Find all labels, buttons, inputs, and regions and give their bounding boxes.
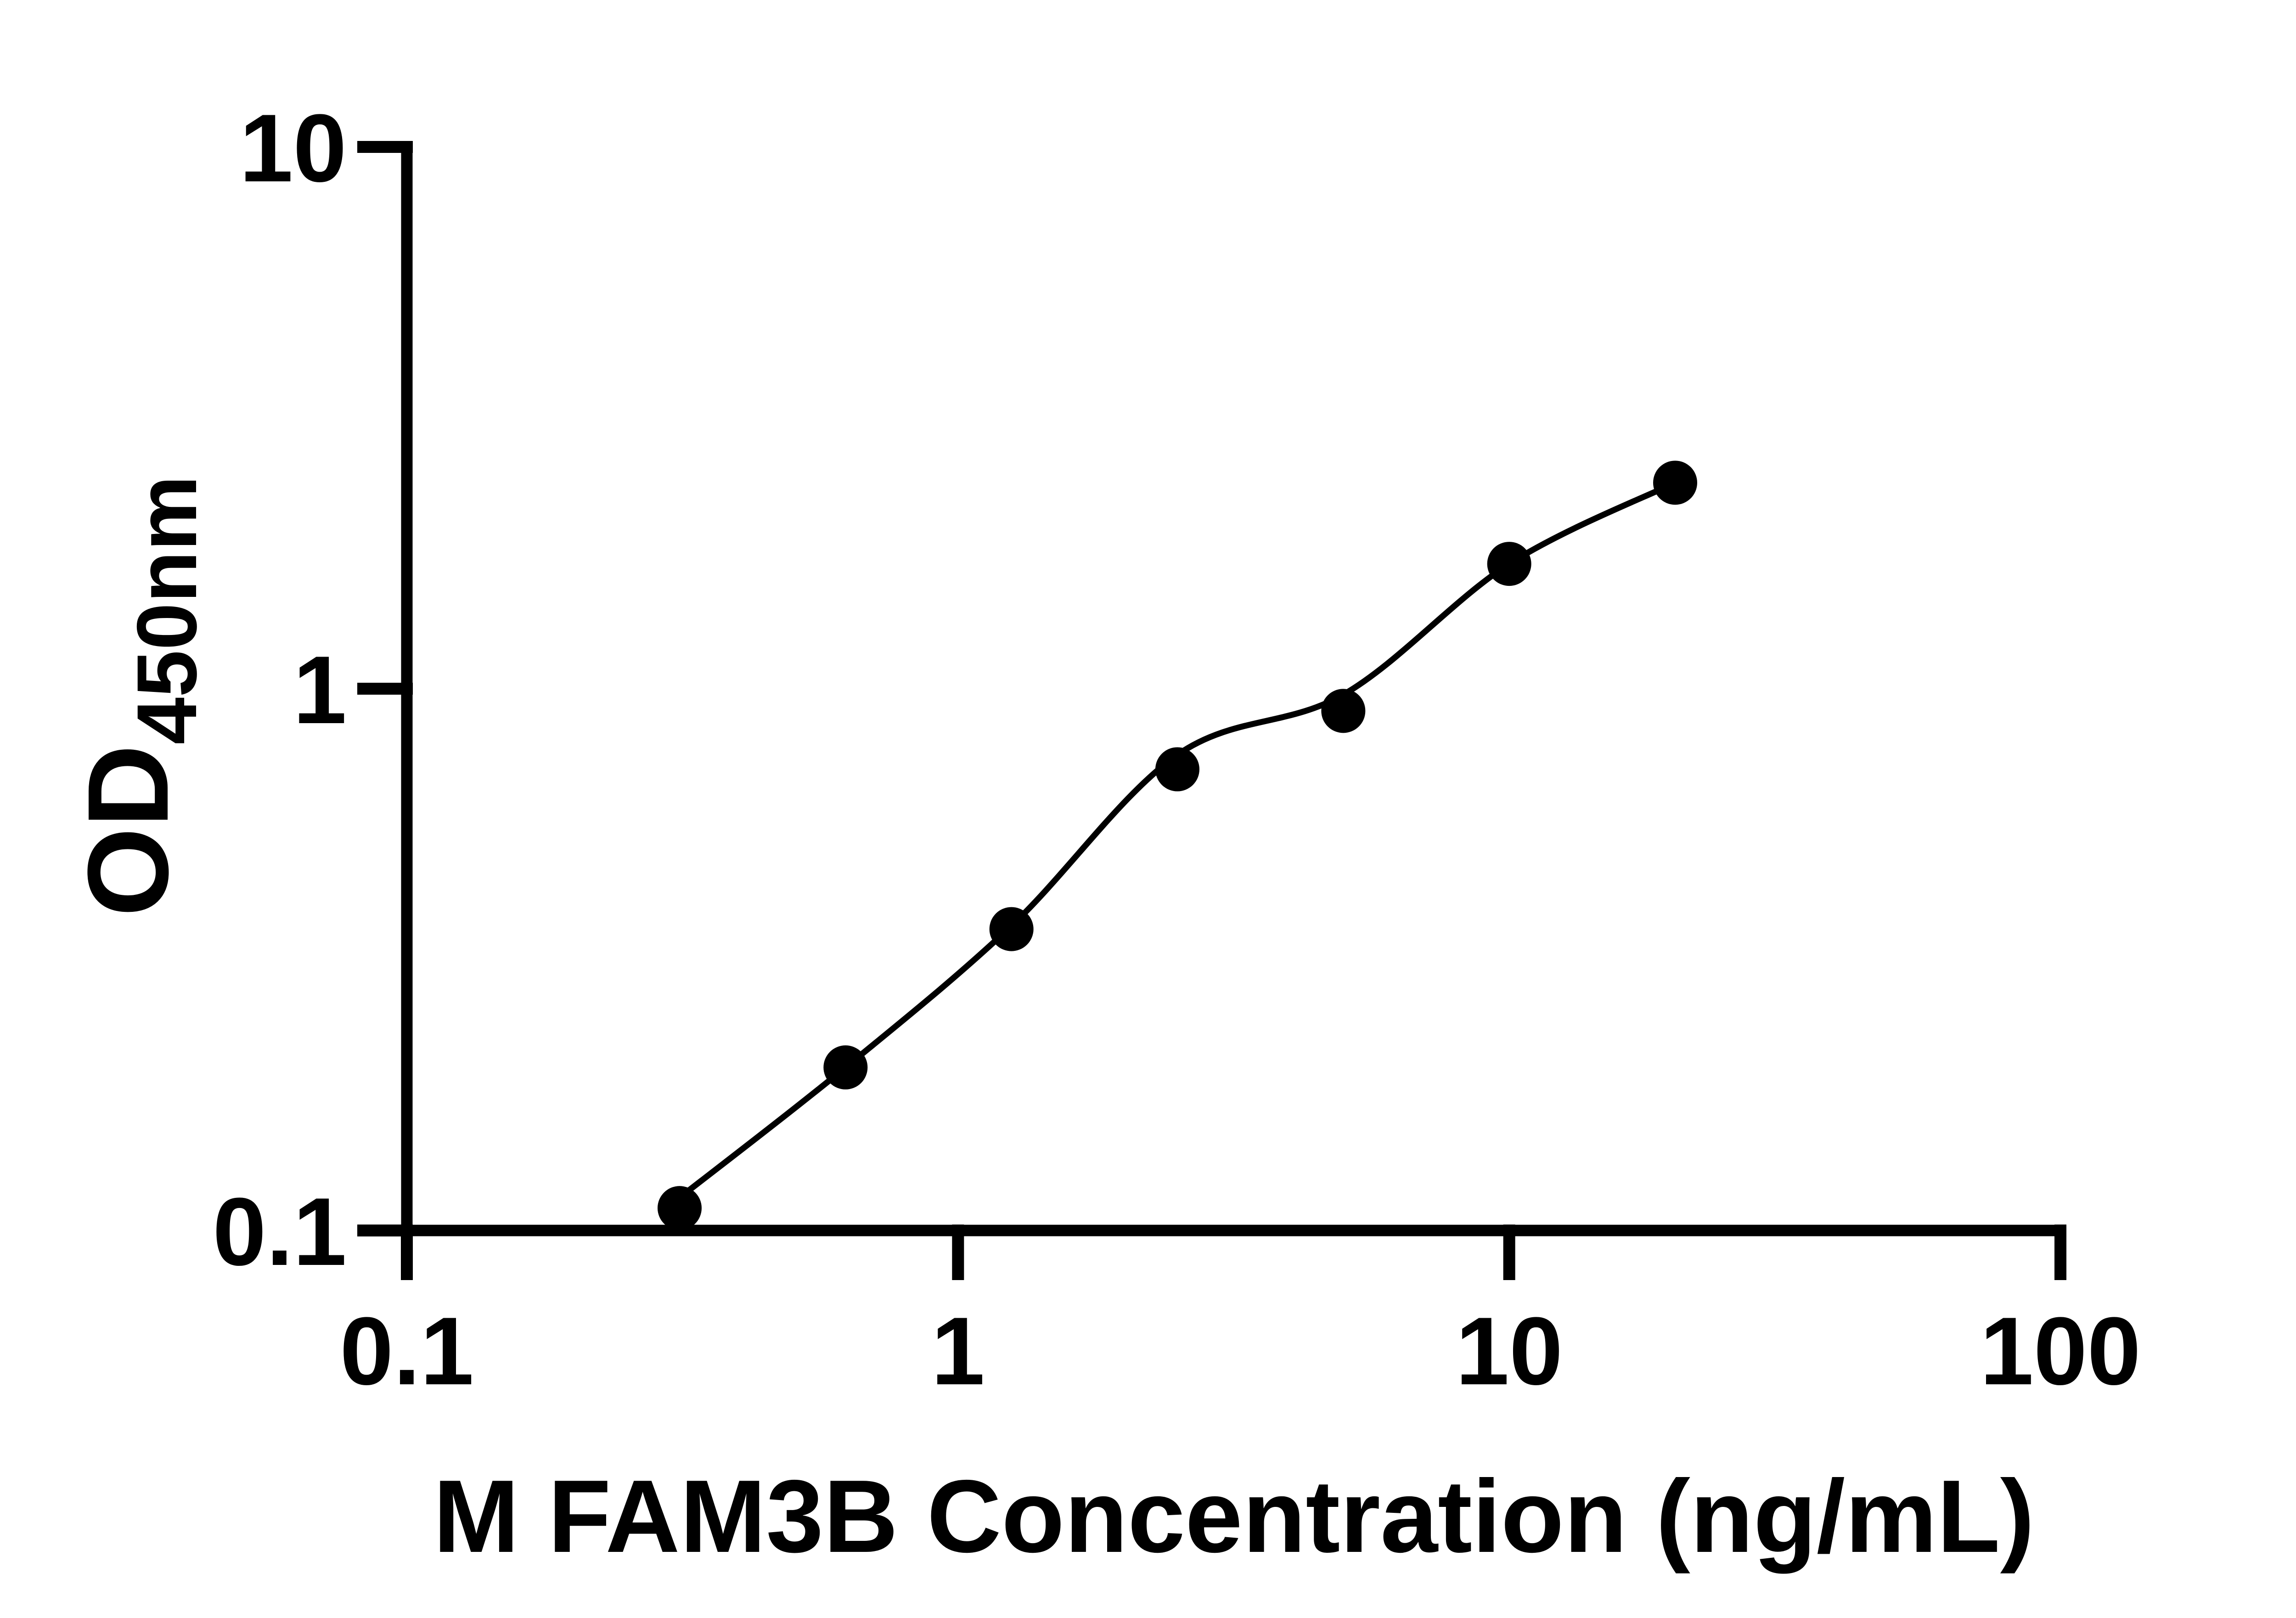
y-axis-title-subscript: 450nm [120, 475, 214, 744]
data-point [1487, 542, 1531, 586]
x-tick-label: 10 [1456, 1297, 1563, 1405]
data-point [989, 907, 1034, 951]
y-axis-title-main: OD [64, 745, 192, 917]
tick-label-layer: 0.1 1 10 0.1 1 10 100 [213, 94, 2141, 1405]
data-point [1155, 747, 1199, 792]
y-tick-label: 0.1 [213, 1178, 347, 1286]
data-point [657, 1186, 702, 1230]
y-tick-label: 10 [239, 94, 347, 202]
x-tick-label: 100 [1980, 1297, 2141, 1405]
data-point [1321, 689, 1366, 733]
x-axis-title: M FAM3B Concentration (ng/mL) [433, 1458, 2034, 1574]
data-point [1653, 461, 1697, 505]
fit-curve [677, 480, 1677, 1200]
y-axis-title: OD450nm [64, 475, 214, 916]
x-tick-label: 0.1 [340, 1297, 474, 1405]
point-layer [657, 461, 1697, 1230]
x-tick-label: 1 [931, 1297, 985, 1405]
curve-layer [677, 480, 1677, 1200]
y-tick-label: 1 [293, 636, 347, 744]
data-point [823, 1045, 868, 1090]
axes-layer [357, 141, 2066, 1280]
